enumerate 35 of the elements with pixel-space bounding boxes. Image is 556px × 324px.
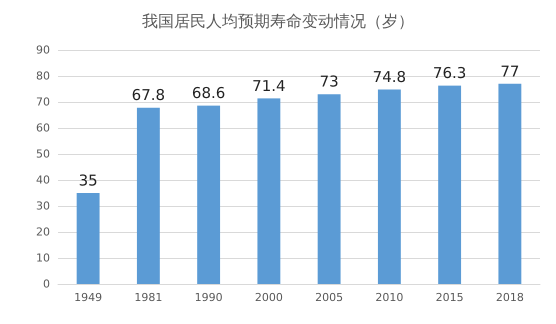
data-label: 67.8	[132, 86, 166, 104]
y-tick-label: 10	[36, 252, 50, 264]
bar	[257, 98, 280, 284]
x-tick-label: 2015	[436, 291, 464, 304]
x-tick-label: 2018	[496, 291, 524, 304]
bar	[498, 84, 522, 284]
y-tick-label: 60	[36, 122, 50, 134]
x-tick-label: 1949	[74, 291, 102, 304]
data-label: 73	[320, 72, 339, 91]
x-tick-label: 2000	[254, 291, 283, 304]
data-label: 77	[500, 62, 520, 80]
x-tick-label: 1990	[194, 291, 223, 304]
bar	[197, 106, 220, 284]
x-tick-label: 2010	[375, 291, 404, 304]
y-tick-label: 80	[36, 70, 50, 82]
y-tick-label: 0	[43, 278, 50, 290]
x-tick-label: 2005	[315, 291, 344, 304]
bar	[136, 108, 160, 284]
bar	[318, 94, 341, 284]
y-tick-label: 70	[36, 96, 50, 108]
data-label: 74.8	[372, 68, 406, 86]
bar	[438, 86, 462, 284]
data-label: 35	[78, 172, 98, 190]
y-tick-label: 30	[36, 200, 50, 212]
bar	[378, 90, 401, 284]
y-tick-label: 90	[36, 44, 50, 56]
data-label: 68.6	[192, 84, 226, 102]
y-tick-label: 20	[36, 226, 50, 238]
data-label: 71.4	[252, 76, 286, 95]
y-tick-label: 50	[36, 148, 50, 160]
bar	[76, 193, 100, 284]
data-label: 76.3	[432, 64, 466, 82]
y-tick-label: 40	[36, 174, 50, 186]
x-tick-label: 1981	[134, 291, 162, 304]
chart-title: 我国居民人均预期寿命变动情况（岁）	[142, 12, 414, 30]
